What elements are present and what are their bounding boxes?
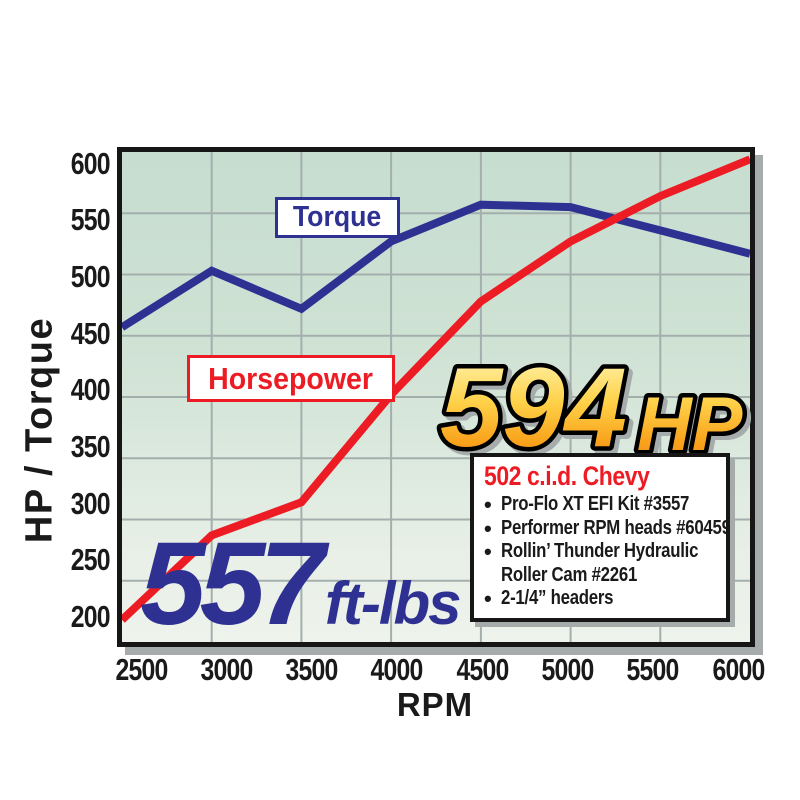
peak-torque-callout: 557 ft-lbs bbox=[140, 518, 462, 650]
spec-item-text: Pro-Flo XT EFI Kit #3557 bbox=[501, 493, 690, 515]
y-tick-label: 550 bbox=[0, 202, 111, 238]
torque-series-label-text: Torque bbox=[293, 201, 382, 233]
x-tick-label-text: 4000 bbox=[370, 652, 424, 687]
y-tick-label-text: 250 bbox=[71, 542, 111, 578]
horsepower-series-label-text: Horsepower bbox=[208, 360, 374, 396]
y-tick-label-text: 550 bbox=[71, 202, 111, 238]
y-tick-label-text: 600 bbox=[71, 145, 111, 181]
y-tick-label: 600 bbox=[0, 145, 111, 181]
spec-item: Pro-Flo XT EFI Kit #3557 bbox=[484, 492, 718, 518]
y-tick-label-text: 350 bbox=[71, 429, 111, 464]
x-tick-label: 4500 bbox=[432, 654, 532, 686]
peak-hp-unit: HP bbox=[637, 382, 743, 467]
y-tick-label: 500 bbox=[0, 258, 111, 294]
y-tick-label: 350 bbox=[0, 429, 111, 464]
spec-item-text: Rollin’ Thunder Hydraulic Roller Cam #22… bbox=[501, 540, 699, 586]
y-tick-label-text: 200 bbox=[71, 599, 111, 635]
y-tick-label: 400 bbox=[0, 372, 111, 408]
x-tick-label: 3000 bbox=[176, 654, 276, 686]
peak-hp-value: 594 bbox=[440, 346, 627, 468]
plot-area: Torque Horsepower 594 HP 557 ft-lbs 502 c… bbox=[117, 147, 755, 647]
x-axis-title: RPM bbox=[396, 686, 474, 723]
y-tick-label: 250 bbox=[0, 542, 111, 578]
torque-curve bbox=[122, 200, 750, 331]
peak-hp-callout: 594 HP bbox=[436, 346, 748, 468]
spec-list: Pro-Flo XT EFI Kit #3557 Performer RPM h… bbox=[484, 492, 726, 612]
peak-torque-value: 557 bbox=[140, 518, 325, 650]
spec-item-text: 2-1/4” headers bbox=[501, 587, 614, 610]
x-tick-label: 5500 bbox=[603, 654, 703, 686]
x-tick-label-text: 4500 bbox=[456, 652, 509, 687]
x-tick-label-text: 3000 bbox=[200, 652, 253, 687]
spec-item-text: Performer RPM heads #60459 bbox=[501, 516, 730, 539]
x-tick-label-text: 3500 bbox=[285, 652, 339, 687]
horsepower-series-label: Horsepower bbox=[187, 355, 395, 402]
y-tick-label: 450 bbox=[0, 315, 111, 351]
y-tick-label-text: 500 bbox=[71, 258, 111, 294]
spec-box-title-text: 502 c.i.d. Chevy bbox=[484, 461, 650, 491]
x-tick-label-text: 2500 bbox=[115, 652, 168, 687]
x-tick-label: 2500 bbox=[91, 654, 191, 686]
y-tick-label: 200 bbox=[0, 599, 111, 635]
spec-item: 2-1/4” headers bbox=[484, 586, 718, 612]
y-tick-label-text: 450 bbox=[71, 315, 111, 351]
spec-box-title: 502 c.i.d. Chevy bbox=[484, 462, 718, 491]
y-tick-label-text: 400 bbox=[71, 372, 111, 408]
y-tick-label: 300 bbox=[0, 485, 111, 521]
y-tick-label-text: 300 bbox=[71, 485, 111, 521]
spec-item: Performer RPM heads #60459 bbox=[484, 516, 726, 542]
torque-series-label: Torque bbox=[275, 197, 400, 238]
peak-hp-text: 594 HP bbox=[440, 346, 743, 468]
x-tick-label: 3500 bbox=[262, 654, 362, 686]
x-tick-label-text: 5000 bbox=[541, 652, 595, 687]
spec-box: 502 c.i.d. Chevy Pro-Flo XT EFI Kit #355… bbox=[470, 453, 730, 622]
x-tick-label-text: 6000 bbox=[712, 652, 765, 687]
spec-item: Rollin’ Thunder Hydraulic Roller Cam #22… bbox=[484, 539, 718, 587]
x-tick-label-text: 5500 bbox=[626, 652, 680, 687]
x-tick-label: 6000 bbox=[688, 654, 788, 686]
x-tick-label: 5000 bbox=[518, 654, 618, 686]
horsepower-curve bbox=[122, 155, 750, 623]
peak-torque-unit: ft-lbs bbox=[324, 570, 462, 637]
x-tick-label: 4000 bbox=[347, 654, 447, 686]
